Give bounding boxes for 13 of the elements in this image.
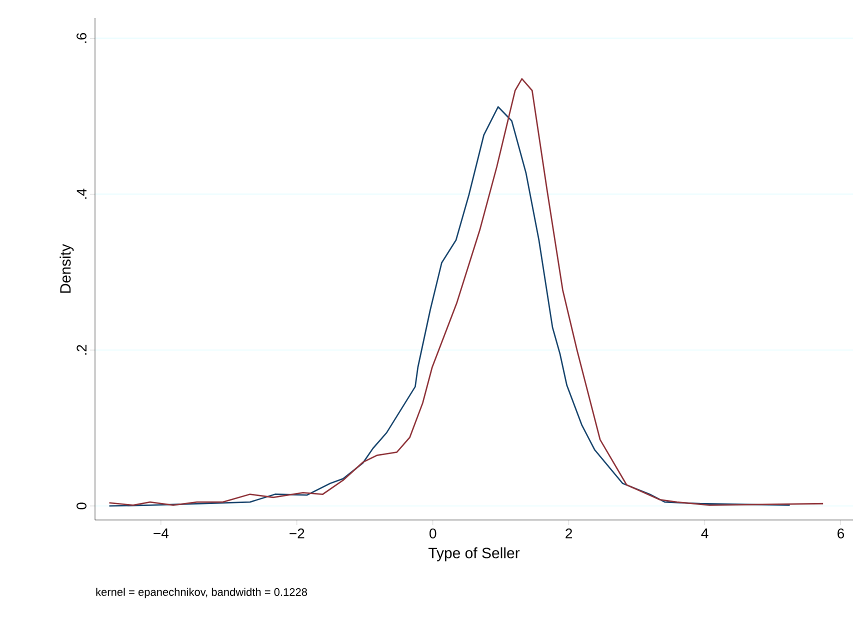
x-tick-label: 4: [701, 528, 708, 538]
x-tick-label: −2: [290, 528, 304, 538]
text: kernel = epanechnikov, bandwidth = 0.1228: [96, 588, 308, 598]
x-tick-label: 2: [566, 528, 572, 538]
y-axis-title: Density: [60, 244, 74, 293]
y-tick-label: .6: [76, 33, 86, 43]
y-tick-label: .2: [76, 344, 86, 355]
y-tick-label: 0: [76, 502, 86, 510]
x-axis-title: Type of Seller: [428, 547, 520, 562]
x-tick-label: 6: [838, 528, 844, 538]
x-tick-label: 0: [430, 528, 436, 538]
x-tick-label: −4: [154, 528, 169, 538]
y-tick-label: .4: [76, 188, 86, 199]
